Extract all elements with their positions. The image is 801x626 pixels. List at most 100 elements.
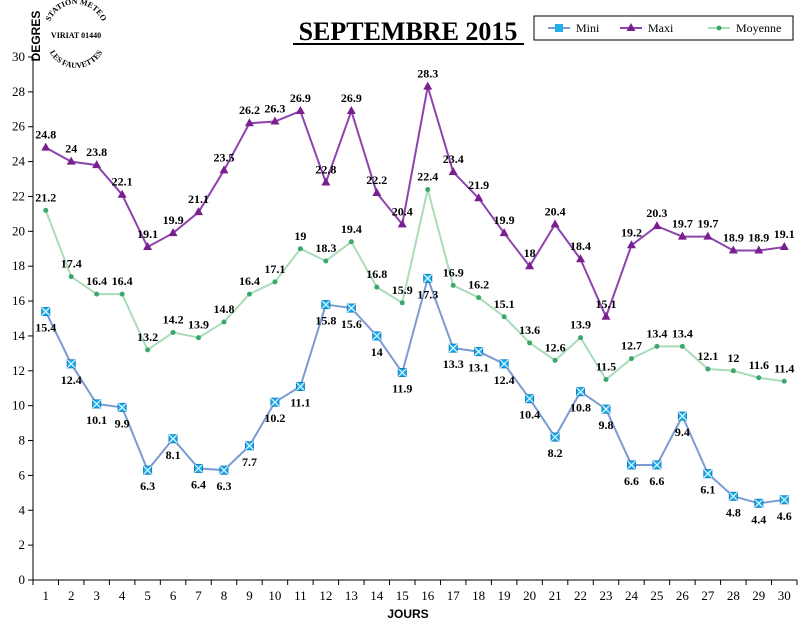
point-maxi (626, 240, 636, 249)
point-moyenne (603, 377, 609, 383)
x-tick-label: 17 (447, 588, 461, 603)
data-label-moyenne: 13.9 (188, 318, 209, 332)
data-label-maxi: 20.3 (646, 206, 667, 220)
x-tick-label: 8 (221, 588, 228, 603)
y-tick-label: 0 (19, 572, 26, 587)
data-label-mini: 4.6 (777, 509, 792, 523)
data-label-mini: 6.1 (700, 483, 715, 497)
point-maxi (677, 231, 687, 240)
series-line-moyenne (44, 189, 785, 383)
y-tick-label: 4 (19, 502, 26, 517)
data-label-moyenne: 11.5 (596, 360, 616, 374)
x-tick-label: 25 (650, 588, 663, 603)
data-label-moyenne: 16.4 (112, 274, 133, 288)
point-moyenne (68, 274, 74, 280)
point-moyenne (425, 186, 431, 192)
point-maxi (601, 311, 611, 320)
x-tick-label: 21 (549, 588, 562, 603)
data-label-maxi: 19.1 (137, 227, 158, 241)
x-tick-label: 9 (246, 588, 253, 603)
y-tick-label: 8 (19, 433, 26, 448)
data-label-maxi: 23.8 (86, 145, 107, 159)
legend-box (533, 15, 794, 41)
data-label-mini: 13.3 (443, 357, 464, 371)
data-label-mini: 6.6 (624, 474, 639, 488)
point-moyenne (578, 335, 584, 341)
point-mini (321, 300, 331, 310)
point-maxi (295, 106, 305, 115)
point-mini (677, 411, 687, 421)
x-tick-label: 3 (93, 588, 100, 603)
y-axis-title: DEGRES (29, 11, 43, 62)
point-mini (703, 469, 713, 479)
point-mini (499, 359, 509, 369)
point-moyenne (399, 300, 405, 306)
point-mini (143, 465, 153, 475)
legend-label-moyenne: Moyenne (736, 21, 781, 35)
point-moyenne (94, 291, 100, 297)
point-mini (66, 359, 76, 369)
data-label-maxi: 19.7 (672, 217, 693, 231)
x-tick-label: 5 (144, 588, 151, 603)
y-tick-label: 2 (19, 537, 26, 552)
data-label-maxi: 20.4 (545, 204, 566, 218)
data-label-mini: 10.8 (570, 401, 591, 415)
point-maxi (66, 156, 76, 165)
data-label-maxi: 23.5 (214, 150, 235, 164)
x-tick-label: 6 (170, 588, 177, 603)
y-tick-label: 6 (19, 467, 26, 482)
x-tick-label: 23 (600, 588, 613, 603)
data-label-mini: 10.2 (264, 411, 285, 425)
data-label-moyenne: 11.6 (749, 358, 769, 372)
point-maxi (423, 81, 433, 90)
stamp-bottom-text: LES FAUVETTES (48, 48, 105, 70)
point-maxi (92, 160, 102, 169)
data-label-mini: 12.4 (494, 373, 515, 387)
point-moyenne (221, 319, 227, 325)
point-maxi (117, 189, 127, 198)
point-moyenne (705, 366, 711, 372)
legend-marker-maxi (626, 23, 636, 31)
stamp-top-text: STATION METEO (44, 0, 109, 23)
data-label-mini: 4.8 (726, 505, 741, 519)
station-stamp: STATION METEO VIRIAT 01440 LES FAUVETTES (44, 0, 109, 70)
data-label-moyenne: 16.8 (366, 267, 387, 281)
y-tick-label: 18 (12, 258, 25, 273)
data-label-moyenne: 16.9 (443, 265, 464, 279)
x-tick-label: 27 (701, 588, 715, 603)
data-label-maxi: 24 (65, 142, 77, 156)
data-label-moyenne: 22.4 (417, 169, 438, 183)
data-label-moyenne: 14.2 (163, 312, 184, 326)
data-label-moyenne: 11.4 (774, 361, 794, 375)
data-label-mini: 17.3 (417, 287, 438, 301)
x-tick-label: 28 (727, 588, 740, 603)
point-mini (295, 381, 305, 391)
data-label-mini: 7.7 (242, 455, 257, 469)
point-maxi (779, 242, 789, 251)
y-tick-label: 26 (12, 119, 26, 134)
point-moyenne (170, 329, 176, 335)
point-moyenne (119, 291, 125, 297)
point-mini (448, 343, 458, 353)
legend-marker-moyenne (716, 25, 722, 31)
point-mini (397, 368, 407, 378)
y-tick-label: 28 (12, 84, 25, 99)
point-maxi (474, 193, 484, 202)
data-label-moyenne: 14.8 (214, 302, 235, 316)
data-label-maxi: 19.2 (621, 225, 642, 239)
point-mini (728, 491, 738, 501)
point-mini (346, 303, 356, 313)
data-label-moyenne: 15.9 (392, 283, 413, 297)
point-moyenne (297, 246, 303, 252)
x-tick-label: 22 (574, 588, 587, 603)
data-label-mini: 6.3 (140, 479, 155, 493)
stamp-middle-text: VIRIAT 01440 (51, 31, 101, 40)
chart-title: SEPTEMBRE 2015 (299, 17, 518, 46)
x-tick-label: 10 (268, 588, 281, 603)
y-tick-label: 14 (12, 328, 26, 343)
data-label-moyenne: 12.6 (545, 340, 566, 354)
data-label-mini: 14 (371, 345, 383, 359)
data-label-moyenne: 19 (294, 229, 306, 243)
series-line-mini (44, 275, 785, 505)
x-tick-label: 26 (676, 588, 690, 603)
